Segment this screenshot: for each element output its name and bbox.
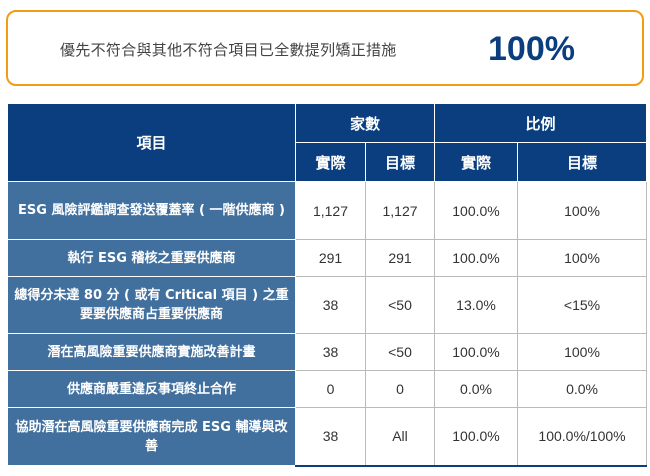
header-ratio-target: 目標: [517, 142, 648, 182]
ratio-target-cell: <15%: [517, 276, 648, 334]
ratio-target-cell: 0.0%: [517, 370, 648, 408]
ratio-actual-cell: 0.0%: [434, 370, 519, 408]
count-target-cell: <50: [364, 333, 436, 371]
count-actual-cell: 291: [295, 239, 366, 277]
item-cell: 潛在高風險重要供應商實施改善計畫: [7, 333, 296, 371]
ratio-target-cell: 100%: [517, 333, 648, 371]
count-target-cell: All: [364, 407, 436, 467]
ratio-actual-cell: 13.0%: [434, 276, 519, 334]
banner-value: 100%: [488, 30, 575, 68]
ratio-actual-cell: 100.0%: [434, 333, 519, 371]
ratio-target-cell: 100%: [517, 181, 648, 240]
count-target-cell: 1,127: [364, 181, 436, 240]
count-actual-cell: 0: [295, 370, 366, 408]
header-item: 項目: [7, 103, 296, 182]
count-actual-cell: 1,127: [295, 181, 366, 240]
item-cell: 執行 ESG 稽核之重要供應商: [7, 239, 296, 277]
count-actual-cell: 38: [295, 276, 366, 334]
count-target-cell: 0: [364, 370, 436, 408]
ratio-target-cell: 100%: [517, 239, 648, 277]
count-actual-cell: 38: [295, 407, 366, 467]
header-ratio-actual: 實際: [434, 142, 519, 182]
banner-text: 優先不符合與其他不符合項目已全數提列矯正措施: [60, 41, 397, 59]
ratio-actual-cell: 100.0%: [434, 239, 519, 277]
count-target-cell: <50: [364, 276, 436, 334]
supplier-esg-table: 項目 家數 比例 實際 目標 實際 目標 ESG 風險評鑑調查發送覆蓋率 ( 一…: [7, 103, 648, 467]
table-row: 協助潛在高風險重要供應商完成 ESG 輔導與改善 38 All 100.0% 100.0…: [7, 407, 648, 467]
item-cell: 總得分未達 80 分 ( 或有 Critical 項目 ) 之重要要供應商占重要…: [7, 276, 296, 334]
table-row: 執行 ESG 稽核之重要供應商 291 291 100.0% 100%: [7, 239, 648, 277]
ratio-actual-cell: 100.0%: [434, 181, 519, 240]
count-actual-cell: 38: [295, 333, 366, 371]
ratio-actual-cell: 100.0%: [434, 407, 519, 467]
table-row: 潛在高風險重要供應商實施改善計畫 38 <50 100.0% 100%: [7, 333, 648, 371]
item-cell: ESG 風險評鑑調查發送覆蓋率 ( 一階供應商 ): [7, 181, 296, 240]
table-row: 供應商嚴重違反事項終止合作 0 0 0.0% 0.0%: [7, 370, 648, 408]
header-count-target: 目標: [364, 142, 436, 182]
header-ratio: 比例: [434, 103, 648, 143]
count-target-cell: 291: [364, 239, 436, 277]
header-count-actual: 實際: [295, 142, 366, 182]
item-cell: 協助潛在高風險重要供應商完成 ESG 輔導與改善: [7, 407, 296, 466]
item-cell: 供應商嚴重違反事項終止合作: [7, 370, 296, 408]
table-row: 總得分未達 80 分 ( 或有 Critical 項目 ) 之重要要供應商占重要…: [7, 276, 648, 334]
ratio-target-cell: 100.0%/100%: [517, 407, 648, 467]
header-count: 家數: [294, 103, 436, 143]
summary-banner: 優先不符合與其他不符合項目已全數提列矯正措施 100%: [6, 10, 644, 86]
table-row: ESG 風險評鑑調查發送覆蓋率 ( 一階供應商 ) 1,127 1,127 100.0…: [7, 181, 648, 240]
